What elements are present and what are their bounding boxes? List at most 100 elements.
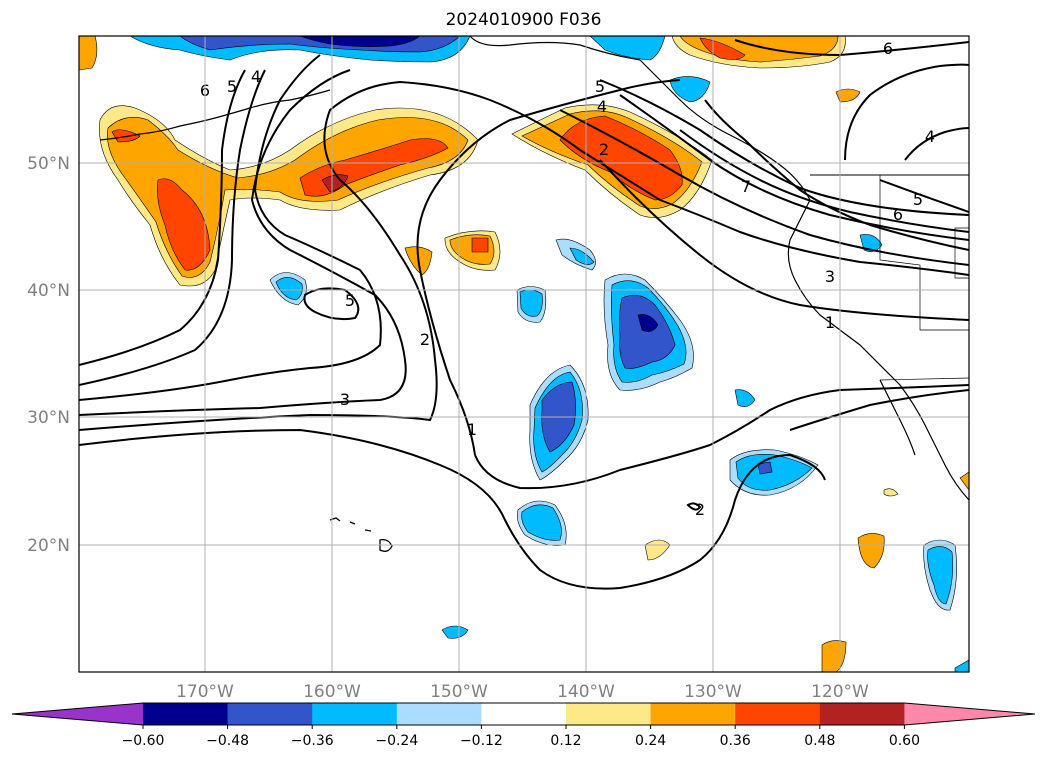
anomaly-region — [835, 88, 861, 103]
contour-label: 5 — [913, 190, 923, 209]
colorbar-segment — [566, 703, 652, 725]
aleutian-chain — [99, 89, 331, 141]
anomaly-region — [734, 389, 756, 407]
map-area: 6 5 4 5 2 3 1 2 5 4 2 7 6 3 1 6 4 5 — [79, 36, 969, 672]
contour-label: 2 — [695, 500, 705, 519]
contour-line — [416, 79, 681, 456]
colorbar-segment — [481, 703, 567, 725]
anomaly-region — [883, 488, 899, 497]
lat-label: 50°N — [27, 154, 70, 174]
lon-label: 130°W — [684, 682, 742, 702]
contour-line — [79, 69, 407, 416]
colorbar-tick-label: −0.36 — [291, 733, 334, 749]
colorbar-segment — [143, 703, 229, 725]
north-america-coast — [639, 59, 969, 501]
contour-line — [879, 179, 969, 213]
contour-line — [559, 109, 969, 266]
anomaly-region — [589, 36, 666, 61]
coastlines — [99, 36, 969, 552]
contour-label: 1 — [825, 313, 835, 332]
anomaly-region — [275, 277, 303, 301]
contour-line — [79, 69, 246, 366]
contour-labels: 6 5 4 5 2 3 1 2 5 4 2 7 6 3 1 6 4 5 — [200, 39, 935, 519]
contour-line — [79, 428, 826, 590]
lat-label: 40°N — [27, 281, 70, 301]
colorbar-segment — [227, 703, 313, 725]
contour-label: 3 — [825, 267, 835, 286]
contour-line — [303, 287, 360, 321]
anomaly-region — [521, 504, 562, 541]
anomaly-region — [927, 546, 954, 605]
contour-label: 3 — [340, 390, 350, 409]
contour-line — [79, 54, 382, 401]
anomaly-region — [157, 178, 211, 271]
alaska-coast — [469, 36, 641, 61]
contour-line — [79, 69, 266, 386]
colorbar-tick-label: 0.12 — [550, 733, 581, 749]
longitude-labels: 170°W 160°W 150°W 140°W 130°W 120°W — [176, 682, 869, 702]
us-mexico-border — [879, 377, 969, 381]
lat-label: 30°N — [27, 408, 70, 428]
anomaly-region — [757, 461, 773, 475]
grid-lines — [79, 36, 969, 672]
colorbar-tick-label: 0.24 — [635, 733, 666, 749]
colorbar-tick-label: 0.60 — [889, 733, 920, 749]
state-border — [879, 175, 969, 331]
contour-label: 4 — [251, 67, 261, 86]
contour-line — [474, 384, 969, 490]
contour-label: 2 — [420, 330, 430, 349]
anomaly-region — [954, 659, 969, 672]
hawaii-islands — [329, 517, 393, 552]
contour-line — [844, 63, 969, 161]
contour-label: 2 — [599, 140, 609, 159]
contour-label: 5 — [227, 77, 237, 96]
colorbar-tick-label: −0.48 — [206, 733, 249, 749]
anomaly-region — [959, 471, 969, 491]
contour-line — [904, 127, 969, 161]
contour-line — [679, 129, 969, 233]
positive-anomalies — [79, 36, 969, 672]
colorbar-extend-max — [904, 703, 1035, 725]
lon-label: 170°W — [176, 682, 234, 702]
colorbar-tick-label: −0.12 — [460, 733, 503, 749]
contour-line — [599, 159, 969, 321]
contour-label: 5 — [345, 291, 355, 310]
contour-label: 1 — [467, 420, 477, 439]
colorbar-tick-label: 0.36 — [720, 733, 751, 749]
colorbar-segment — [312, 703, 398, 725]
anomaly-region — [735, 454, 813, 491]
negative-anomalies — [129, 36, 969, 672]
colorbar-tick-label: 0.48 — [804, 733, 835, 749]
baja-coast — [879, 379, 916, 456]
contour-line — [686, 502, 702, 511]
anomaly-region — [299, 36, 421, 47]
anomaly-region — [111, 129, 141, 143]
anomaly-region — [79, 36, 98, 71]
anomaly-region — [857, 533, 885, 569]
anomaly-region — [471, 237, 489, 253]
anomaly-region — [637, 314, 659, 332]
anomaly-region — [699, 37, 746, 60]
colorbar-segment — [396, 703, 482, 725]
colorbar-tick-label: −0.60 — [122, 733, 165, 749]
state-border — [954, 227, 969, 279]
anomaly-region — [859, 234, 883, 252]
colorbar-segment — [819, 703, 905, 725]
contour-lines — [79, 39, 969, 590]
anomaly-region — [569, 247, 595, 265]
anomaly-region — [321, 174, 349, 193]
lon-label: 160°W — [303, 682, 361, 702]
colorbar-tick-label: −0.24 — [375, 733, 418, 749]
colorbar: −0.60 −0.48 −0.36 −0.24 −0.12 0.12 0.24 0.36 0.4… — [11, 702, 1036, 749]
anomaly-region — [441, 625, 469, 639]
lon-label: 120°W — [811, 682, 869, 702]
anomaly-region — [669, 76, 711, 103]
contour-label: 5 — [595, 77, 605, 96]
contour-label: 6 — [883, 39, 893, 58]
latitude-labels: 50°N 40°N 30°N 20°N — [27, 154, 70, 556]
contour-line — [79, 80, 969, 431]
contour-line — [789, 389, 969, 431]
map-frame — [78, 35, 970, 673]
contour-label: 4 — [597, 97, 607, 116]
